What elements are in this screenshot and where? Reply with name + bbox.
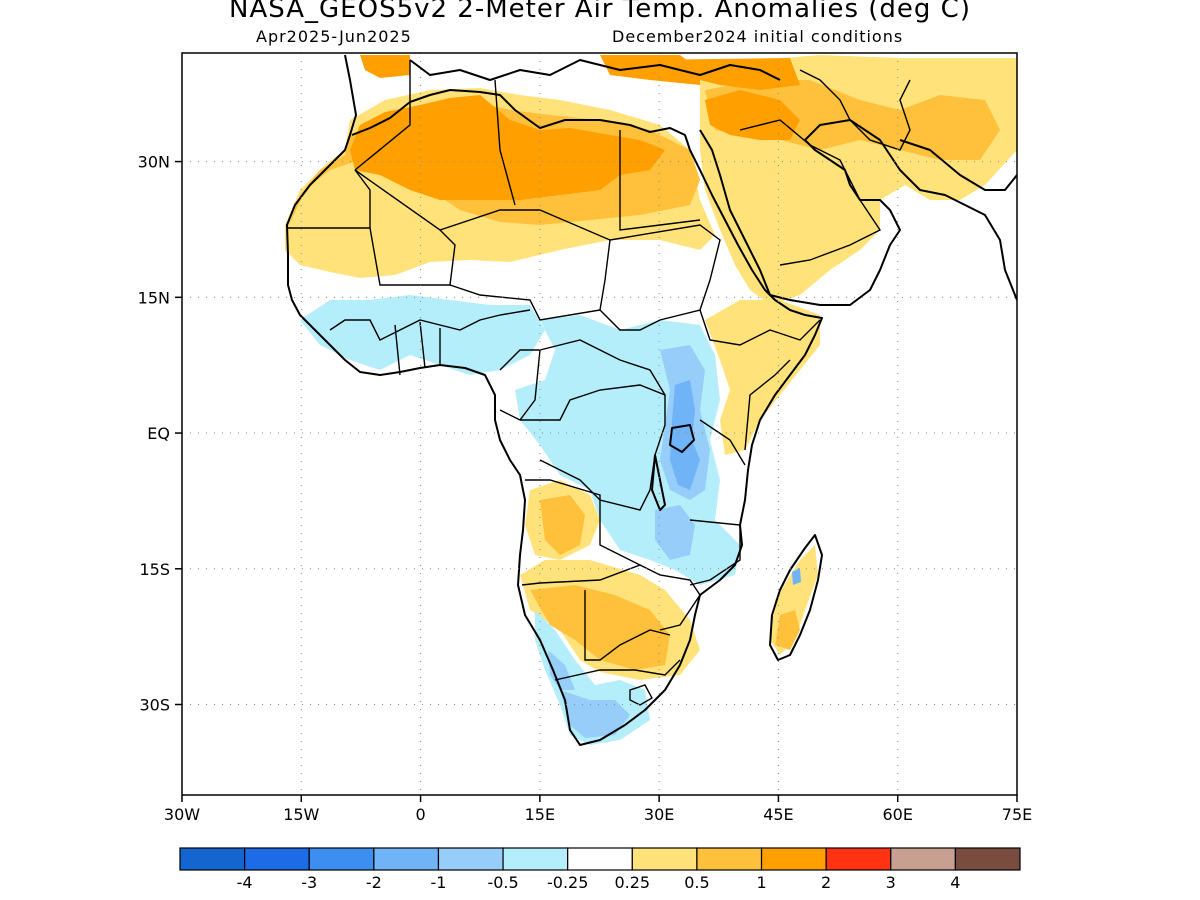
lat-tick-label: 15N bbox=[138, 288, 170, 307]
border-ethiopia bbox=[699, 309, 821, 346]
colorbar-swatch bbox=[179, 847, 246, 871]
lon-tick-label: 15W bbox=[283, 805, 319, 824]
border-south-africa bbox=[554, 659, 681, 681]
plot-frame bbox=[181, 52, 1018, 796]
anomaly-strong-warm-sahara bbox=[350, 95, 665, 200]
anomaly-slight-cool-west-africa bbox=[300, 295, 545, 375]
anomaly-warm-south-africa bbox=[530, 585, 670, 670]
border-mauritania bbox=[288, 169, 371, 229]
colorbar-label: 0.25 bbox=[614, 873, 650, 892]
anomaly-warm-madagascar bbox=[775, 610, 800, 650]
lon-tick-label: 45E bbox=[763, 805, 793, 824]
colorbar-label: -0.25 bbox=[547, 873, 588, 892]
colorbar-label: -0.5 bbox=[487, 873, 518, 892]
colorbar-label: -3 bbox=[301, 873, 317, 892]
lon-tick-label: 75E bbox=[1002, 805, 1032, 824]
border-lesotho bbox=[629, 684, 653, 706]
colorbar: -4 -3 -2 -1 -0.5 -0.25 0.25 0.5 1 2 3 4 bbox=[179, 847, 1021, 892]
border-niger-chad bbox=[449, 209, 611, 321]
lat-tick-label: 30S bbox=[139, 696, 170, 715]
lat-tick-label: 30N bbox=[138, 153, 170, 172]
colorbar-swatch bbox=[954, 847, 1021, 871]
border-morocco-algeria bbox=[354, 60, 411, 171]
lat-tick-label: EQ bbox=[147, 424, 170, 443]
border-iran-iraq bbox=[799, 69, 911, 151]
lake-tanganyika bbox=[651, 454, 666, 511]
border-algeria-libya bbox=[494, 79, 516, 206]
colorbar-swatch bbox=[502, 847, 569, 871]
mediterranean-coast bbox=[409, 59, 781, 81]
border-somalia bbox=[744, 359, 791, 451]
lon-tick-label: 60E bbox=[882, 805, 912, 824]
forecast-period: Apr2025-Jun2025 bbox=[256, 27, 412, 46]
latitude-ticks: 30N 15N EQ 15S 30S bbox=[138, 153, 182, 715]
longitude-ticks: 30W 15W 0 15E 30E 45E 60E 75E bbox=[164, 795, 1032, 824]
border-central-africa bbox=[539, 339, 666, 396]
lon-tick-label: 0 bbox=[415, 805, 425, 824]
lake-victoria bbox=[669, 424, 695, 453]
colorbar-swatch bbox=[825, 847, 892, 871]
anomaly-cool-zambia bbox=[655, 505, 695, 560]
border-tanzania-kenya bbox=[699, 419, 746, 466]
africa-coastline bbox=[286, 54, 823, 746]
colorbar-label: 0.5 bbox=[684, 873, 709, 892]
colorbar-label: -4 bbox=[237, 873, 253, 892]
anomaly-cool-namibia bbox=[548, 650, 575, 690]
colorbar-swatch bbox=[437, 847, 504, 871]
colorbar-swatch bbox=[567, 847, 633, 871]
border-mozambique bbox=[689, 519, 741, 586]
colorbar-label: 1 bbox=[756, 873, 766, 892]
border-namibia-botswana bbox=[584, 590, 671, 661]
colorbar-swatch bbox=[760, 847, 827, 871]
colorbar-swatch bbox=[373, 847, 440, 871]
colorbar-label: 4 bbox=[950, 873, 960, 892]
lon-tick-label: 15E bbox=[525, 805, 555, 824]
colorbar-label: -2 bbox=[366, 873, 382, 892]
country-borders bbox=[288, 60, 911, 706]
colorbar-label: -1 bbox=[430, 873, 446, 892]
border-libya-egypt bbox=[619, 130, 701, 231]
anomaly-cooler-lake-region bbox=[670, 380, 700, 490]
anomaly-cool-south-coast bbox=[560, 690, 630, 738]
colorbar-swatch bbox=[631, 847, 698, 871]
anomaly-cooler-madagascar bbox=[792, 568, 801, 585]
colorbar-label: 2 bbox=[821, 873, 831, 892]
anomaly-field bbox=[285, 55, 1017, 745]
anomaly-strong-warm-egypt bbox=[705, 90, 800, 140]
border-zambia-zimbabwe bbox=[639, 564, 701, 631]
colorbar-swatch bbox=[244, 847, 310, 871]
lat-tick-label: 15S bbox=[139, 560, 170, 579]
anomaly-strong-warm-north bbox=[360, 55, 800, 90]
initial-conditions: December2024 initial conditions bbox=[612, 27, 904, 46]
colorbar-label: 3 bbox=[886, 873, 896, 892]
colorbar-swatch bbox=[890, 847, 956, 871]
border-west-africa-small bbox=[329, 309, 531, 376]
anomaly-slight-warm-horn bbox=[705, 300, 820, 455]
madagascar-coast bbox=[769, 534, 823, 661]
border-cameroon bbox=[499, 349, 541, 421]
border-saudi bbox=[739, 119, 882, 266]
map-title: NASA_GEOS5v2 2-Meter Air Temp. Anomalies… bbox=[229, 0, 971, 24]
persian-gulf-coast bbox=[899, 139, 1017, 191]
border-algeria-mali bbox=[354, 169, 540, 231]
lon-tick-label: 30W bbox=[164, 805, 200, 824]
colorbar-swatch bbox=[696, 847, 763, 871]
lon-tick-label: 30E bbox=[644, 805, 674, 824]
border-congo bbox=[520, 384, 666, 511]
border-angola-namibia bbox=[521, 479, 642, 586]
anomaly-warm-angola bbox=[540, 495, 585, 555]
colorbar-swatch bbox=[308, 847, 375, 871]
